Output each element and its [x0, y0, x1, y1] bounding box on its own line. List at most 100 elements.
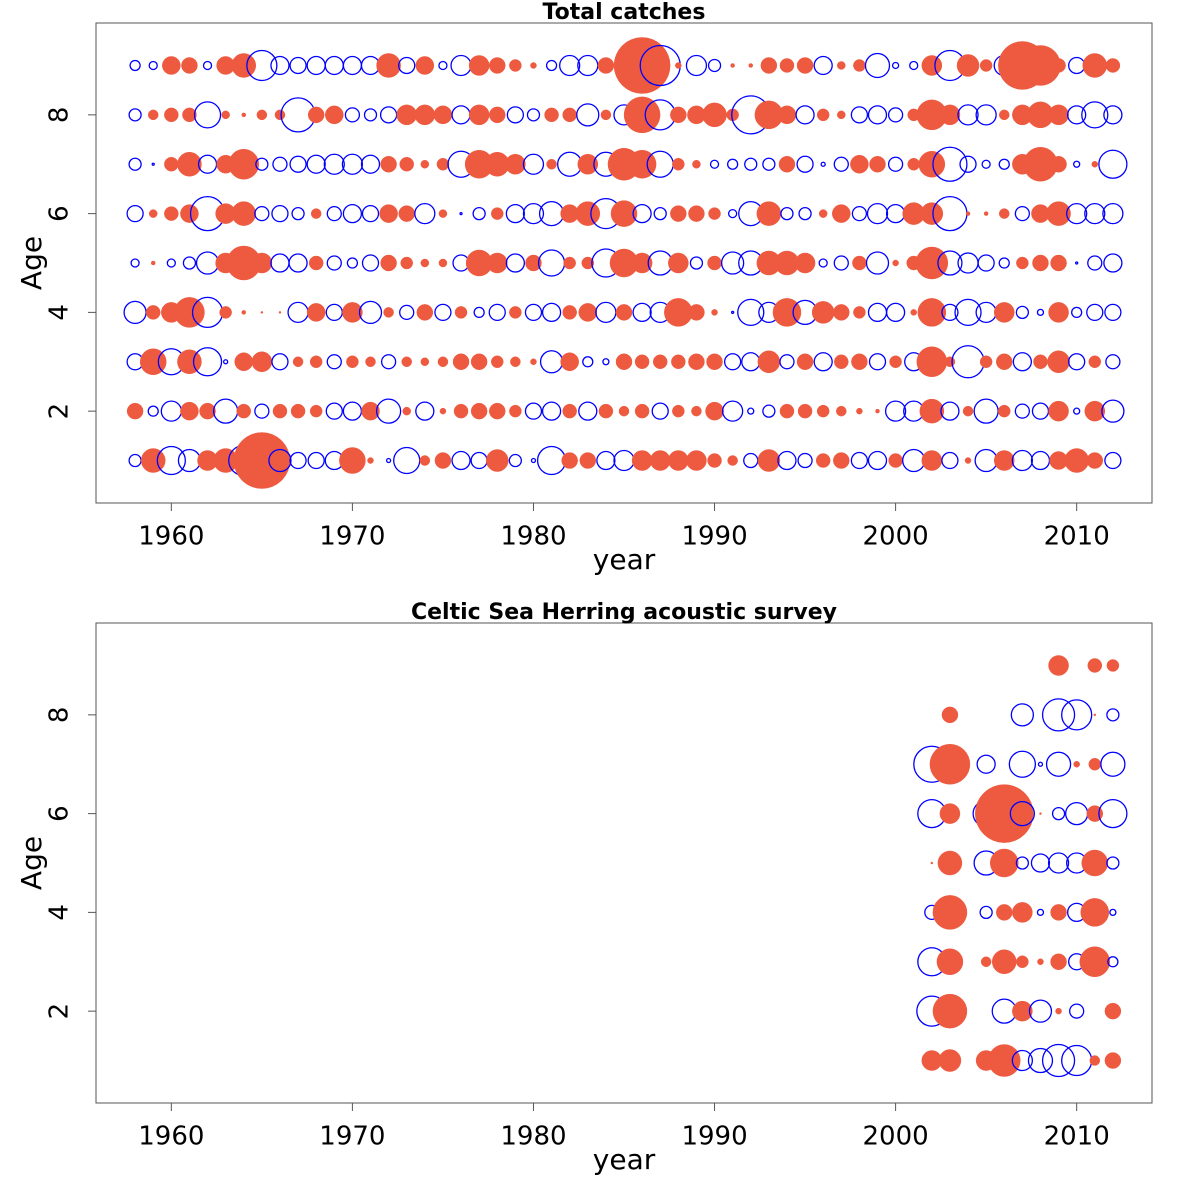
- positive-bubble: [525, 254, 542, 272]
- positive-bubble: [272, 403, 288, 419]
- positive-bubble: [664, 298, 693, 327]
- y-tick-label: 2: [45, 1003, 75, 1020]
- negative-bubble: [522, 202, 545, 225]
- positive-bubble: [491, 355, 504, 369]
- negative-bubble: [1067, 105, 1087, 125]
- negative-bubble: [524, 402, 543, 420]
- positive-bubble: [941, 706, 959, 724]
- positive-bubble: [939, 803, 961, 824]
- negative-bubble: [744, 157, 758, 171]
- positive-bubble: [919, 398, 945, 424]
- positive-bubble: [365, 356, 376, 368]
- positive-bubble: [938, 1049, 962, 1072]
- negative-bubble: [254, 403, 270, 419]
- negative-bubble: [326, 354, 342, 370]
- positive-bubble: [779, 403, 795, 419]
- negative-bubble: [393, 446, 421, 475]
- positive-bubble: [505, 153, 526, 175]
- positive-bubble: [1050, 904, 1067, 921]
- negative-bubble: [1071, 306, 1083, 319]
- positive-bubble: [760, 57, 778, 74]
- positive-bubble: [937, 850, 963, 876]
- positive-bubble: [671, 354, 686, 370]
- negative-bubble: [1027, 1047, 1054, 1074]
- positive-bubble: [509, 59, 522, 72]
- positive-bubble: [379, 204, 398, 223]
- positive-bubble: [438, 258, 448, 268]
- x-axis-label: year: [593, 543, 656, 576]
- negative-bubble: [1031, 402, 1050, 420]
- positive-bubble: [649, 450, 671, 471]
- positive-bubble: [1088, 355, 1102, 369]
- positive-bubble: [470, 402, 488, 420]
- positive-bubble: [1104, 1052, 1122, 1069]
- x-tick-label: 1990: [681, 522, 747, 552]
- negative-bubble: [380, 354, 397, 370]
- positive-bubble: [962, 405, 974, 417]
- positive-bubble: [610, 200, 638, 227]
- positive-bubble: [402, 406, 411, 416]
- negative-bubble: [1009, 800, 1036, 827]
- negative-bubble: [473, 306, 485, 319]
- negative-bubble: [342, 401, 363, 421]
- positive-bubble: [1105, 58, 1121, 73]
- negative-bubble: [1105, 354, 1121, 370]
- negative-bubble: [222, 359, 229, 365]
- negative-bubble: [653, 206, 667, 221]
- negative-bubble: [632, 302, 652, 323]
- positive-bubble: [688, 353, 705, 371]
- positive-bubble: [575, 201, 601, 226]
- positive-bubble: [991, 949, 1017, 975]
- positive-bubble: [816, 108, 830, 122]
- negative-bubble: [126, 204, 144, 223]
- negative-bubble: [325, 303, 343, 322]
- positive-bubble: [292, 356, 304, 368]
- negative-bubble: [1065, 801, 1089, 826]
- negative-bubble: [957, 104, 979, 126]
- negative-bubble: [326, 205, 342, 222]
- negative-bubble: [1098, 798, 1128, 829]
- positive-bubble: [907, 157, 920, 171]
- positive-bubble: [987, 1044, 1021, 1077]
- positive-bubble: [929, 743, 971, 785]
- negative-bubble: [1084, 202, 1106, 225]
- chart-title: Celtic Sea Herring acoustic survey: [411, 600, 837, 625]
- positive-bubble: [1037, 958, 1044, 966]
- positive-bubble: [174, 297, 205, 328]
- negative-bubble: [813, 55, 833, 76]
- positive-bubble: [544, 107, 559, 123]
- y-tick-label: 6: [45, 205, 75, 222]
- negative-bubble: [602, 358, 610, 366]
- negative-bubble: [720, 251, 745, 275]
- positive-bubble: [691, 405, 702, 417]
- negative-bubble: [820, 161, 826, 167]
- negative-bubble: [414, 202, 436, 225]
- negative-bubble: [254, 205, 270, 222]
- plot-frame: [95, 622, 1153, 1104]
- positive-bubble: [468, 55, 490, 76]
- positive-bubble: [164, 107, 179, 123]
- positive-bubble: [965, 211, 971, 216]
- negative-bubble: [123, 300, 147, 325]
- negative-bubble: [798, 206, 812, 221]
- negative-bubble: [891, 61, 900, 70]
- negative-bubble: [541, 302, 562, 323]
- positive-bubble: [489, 402, 506, 420]
- negative-bubble: [289, 155, 307, 173]
- positive-bubble: [730, 63, 735, 68]
- positive-bubble: [380, 254, 397, 272]
- positive-bubble: [367, 457, 374, 464]
- positive-bubble: [1048, 655, 1069, 676]
- positive-bubble: [1086, 805, 1104, 822]
- negative-bubble: [415, 401, 435, 421]
- positive-bubble: [561, 452, 578, 469]
- negative-bubble: [148, 60, 158, 71]
- positive-bubble: [509, 404, 522, 418]
- negative-bubble: [977, 254, 995, 272]
- negative-bubble: [1014, 403, 1031, 419]
- negative-bubble: [833, 255, 849, 271]
- negative-bubble: [1041, 1043, 1076, 1078]
- chart-title: Total catches: [543, 0, 706, 25]
- positive-bubble: [241, 112, 247, 118]
- negative-bubble: [147, 405, 159, 417]
